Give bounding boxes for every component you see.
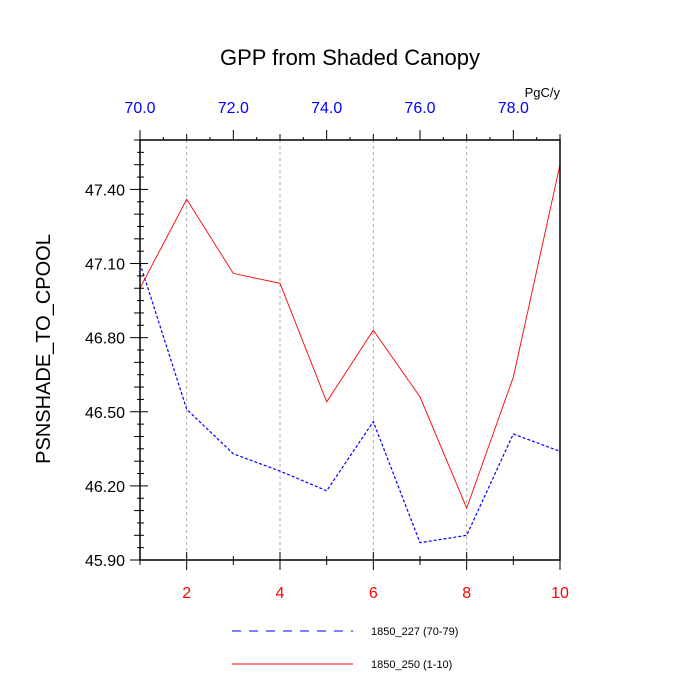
x-tick-label: 10 bbox=[551, 585, 569, 602]
top-tick-label: 78.0 bbox=[498, 100, 529, 117]
y-tick-label: 46.20 bbox=[85, 479, 125, 496]
x-tick-label: 4 bbox=[276, 585, 285, 602]
y-tick-label: 45.90 bbox=[85, 553, 125, 570]
y-tick-label: 46.80 bbox=[85, 331, 125, 348]
y-axis-label: PSNSHADE_TO_CPOOL bbox=[33, 234, 55, 464]
series-line-1 bbox=[139, 263, 561, 544]
x-tick-label: 8 bbox=[462, 585, 471, 602]
y-tick-label: 46.50 bbox=[85, 405, 125, 422]
top-tick-label: 70.0 bbox=[124, 100, 155, 117]
x-tick-label: 6 bbox=[369, 585, 378, 602]
top-tick-label: 74.0 bbox=[311, 100, 342, 117]
chart-title: GPP from Shaded Canopy bbox=[220, 45, 480, 70]
top-axis-unit-label: PgC/y bbox=[525, 85, 561, 100]
top-tick-label: 76.0 bbox=[404, 100, 435, 117]
legend-label-1: 1850_227 (70-79) bbox=[371, 626, 458, 638]
axis-ticks bbox=[130, 130, 561, 570]
grid bbox=[186, 140, 468, 560]
top-tick-label: 72.0 bbox=[218, 100, 249, 117]
tick-labels: 45.90 46.20 46.50 46.80 47.10 47.40 2 4 6 8 10 70.0… bbox=[85, 100, 569, 602]
series-line-2 bbox=[139, 164, 561, 510]
x-tick-label: 2 bbox=[182, 585, 191, 602]
legend-label-2: 1850_250 (1-10) bbox=[371, 659, 452, 671]
legend: 1850_227 (70-79) 1850_250 (1-10) bbox=[232, 626, 458, 671]
y-tick-label: 47.10 bbox=[85, 257, 125, 274]
y-tick-label: 47.40 bbox=[85, 182, 125, 199]
series-layer bbox=[139, 164, 561, 544]
plot-frame bbox=[139, 139, 561, 561]
